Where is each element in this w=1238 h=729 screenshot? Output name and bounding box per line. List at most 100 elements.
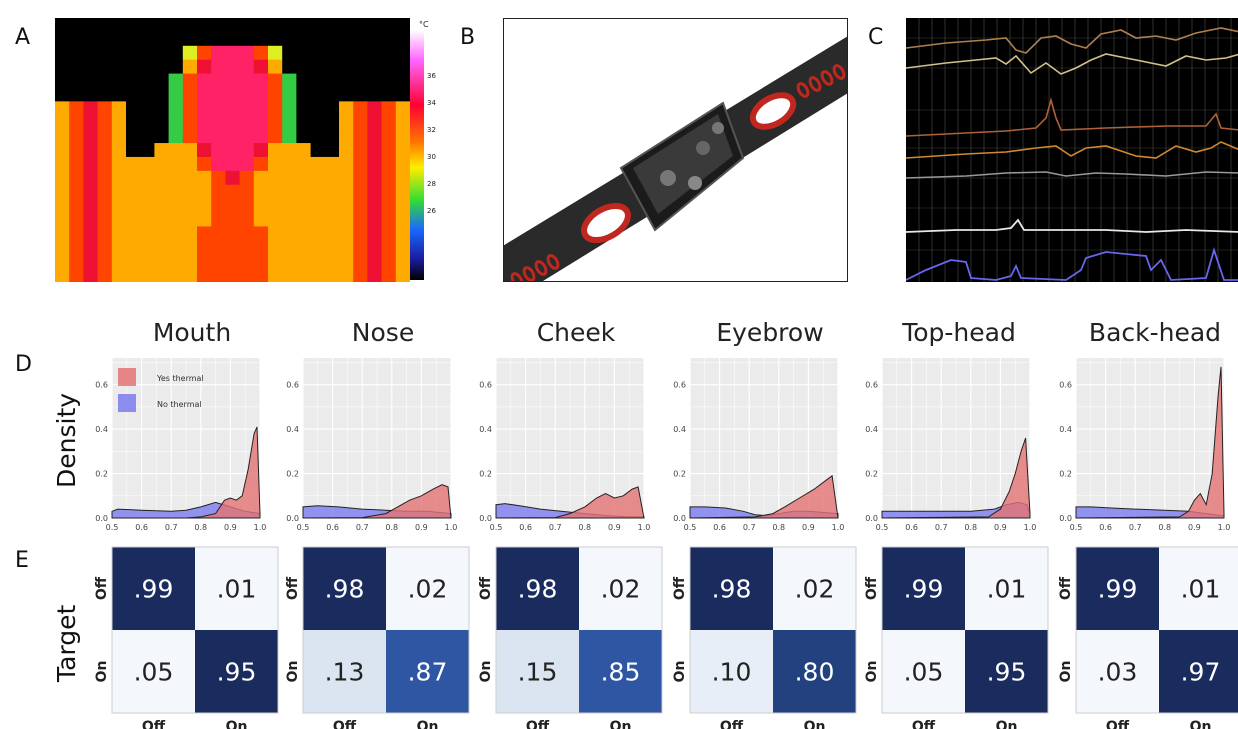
x-tick-label: 0.7 (549, 523, 562, 532)
cm-col-label: On (226, 719, 248, 729)
device-photo (503, 18, 848, 282)
cm-cell-value: .99 (1098, 575, 1138, 604)
cm-cell-value: .01 (987, 575, 1027, 604)
x-tick-label: 0.6 (1099, 523, 1112, 532)
signal-traces (906, 18, 1238, 282)
x-tick-label: 0.7 (165, 523, 178, 532)
y-tick-label: 0.2 (479, 470, 492, 479)
x-tick-label: 0.7 (935, 523, 948, 532)
x-tick-label: 0.8 (578, 523, 591, 532)
x-tick-label: 1.0 (1024, 523, 1037, 532)
y-tick-label: 0.0 (479, 514, 492, 523)
y-tick-label: 0.2 (865, 470, 878, 479)
cm-cell-value: .95 (987, 658, 1027, 687)
density-yes-thermal (689, 474, 839, 519)
x-tick-label: 0.8 (385, 523, 398, 532)
density-yes-thermal (112, 426, 261, 519)
x-tick-label: 0.6 (326, 523, 339, 532)
y-tick-label: 0.0 (95, 514, 108, 523)
cm-cell-value: .85 (601, 658, 641, 687)
cm-cell-value: .02 (408, 575, 448, 604)
x-tick-label: 0.8 (964, 523, 977, 532)
x-tick-label: 0.5 (1070, 523, 1083, 532)
cm-cell-value: .98 (325, 575, 365, 604)
colorbar-tick-label: 34 (427, 99, 436, 107)
x-tick-label: 0.6 (519, 523, 532, 532)
cm-cell-value: .15 (518, 658, 558, 687)
cm-cell-value: .98 (518, 575, 558, 604)
legend-label: Yes thermal (156, 374, 204, 383)
density-panel: 0.0 0.2 0.4 0.6 0.5 0.6 0.7 0.8 0.9 1.0 (865, 358, 1036, 532)
cm-cell-value: .99 (904, 575, 944, 604)
cm-cell-value: .05 (134, 658, 174, 687)
cm-cell (496, 630, 579, 713)
legend-swatch (118, 394, 136, 412)
confusion-matrix: .98 .02 .10 .80 Off On Off On (672, 546, 857, 729)
cm-cell (965, 547, 1048, 630)
y-tick-label: 0.6 (865, 381, 878, 390)
x-tick-label: 0.7 (356, 523, 369, 532)
x-tick-label: 0.9 (224, 523, 237, 532)
cm-cell (386, 630, 469, 713)
x-tick-label: 0.9 (608, 523, 621, 532)
y-tick-label: 0.4 (673, 425, 686, 434)
density-title-eyebrow: Eyebrow (716, 318, 824, 347)
cm-cell-value: .01 (1181, 575, 1221, 604)
cm-cell (496, 547, 579, 630)
cm-cell (1159, 547, 1238, 630)
density-title-back-head: Back-head (1088, 318, 1222, 347)
cm-cell (195, 630, 278, 713)
cm-cell-value: .03 (1098, 658, 1138, 687)
x-tick-label: 0.7 (1129, 523, 1142, 532)
cm-cell-value: .02 (795, 575, 835, 604)
cm-row-label: On (94, 661, 110, 683)
cm-cell-value: .80 (795, 658, 835, 687)
x-tick-label: 0.8 (772, 523, 785, 532)
y-tick-label: 0.4 (865, 425, 878, 434)
confusion-matrix: .98 .02 .13 .87 Off On Off On (285, 546, 470, 729)
y-tick-label: 0.0 (865, 514, 878, 523)
cm-cell (690, 547, 773, 630)
cm-cell-value: .10 (712, 658, 752, 687)
cm-col-label: Off (1106, 719, 1130, 729)
density-title-top-head: Top-head (902, 318, 1016, 347)
confusion-matrix: .99 .01 .05 .95 Off On Off On (864, 546, 1049, 729)
cm-row-label: On (285, 661, 301, 683)
cm-cell (690, 630, 773, 713)
cm-cell (1076, 547, 1159, 630)
y-tick-label: 0.4 (286, 425, 299, 434)
colorbar-tick-label: 30 (427, 153, 436, 161)
density-title-nose: Nose (351, 318, 415, 347)
cm-cell-value: .87 (408, 658, 448, 687)
cm-cell-value: .95 (217, 658, 257, 687)
cm-cell (112, 630, 195, 713)
y-tick-label: 0.6 (1059, 381, 1072, 390)
cm-cell-value: .13 (325, 658, 365, 687)
y-tick-label: 0.6 (479, 381, 492, 390)
confusion-matrices: .99 .01 .05 .95 Off On Off On .98 .02 .13 .87 Off On O… (94, 546, 1238, 729)
cm-row-label: Off (1058, 576, 1074, 600)
cm-col-label: On (996, 719, 1018, 729)
cm-col-label: On (610, 719, 632, 729)
density-panel: 0.0 0.2 0.4 0.6 0.5 0.6 0.7 0.8 0.9 1.0 (1059, 358, 1230, 532)
density-title-cheek: Cheek (536, 318, 616, 347)
cm-cell (1159, 630, 1238, 713)
x-tick-label: 0.5 (297, 523, 310, 532)
thermal-colorbar (410, 30, 424, 280)
y-tick-label: 0.4 (479, 425, 492, 434)
cm-cell-value: .99 (134, 575, 174, 604)
cm-col-label: Off (912, 719, 936, 729)
panel-label-d: D (15, 352, 32, 377)
x-tick-label: 0.5 (684, 523, 697, 532)
cm-row-label: On (864, 661, 880, 683)
y-tick-label: 0.6 (286, 381, 299, 390)
cm-col-label: Off (333, 719, 357, 729)
y-tick-label: 0.0 (286, 514, 299, 523)
cm-row-label: Off (478, 576, 494, 600)
x-tick-label: 0.6 (905, 523, 918, 532)
density-charts: 0.0 0.2 0.4 0.6 0.5 0.6 0.7 0.8 0.9 1.0 Yes therma… (95, 358, 1230, 532)
cm-row-label: Off (864, 576, 880, 600)
cm-row-label: Off (94, 576, 110, 600)
colorbar-tick-label: 28 (427, 180, 436, 188)
y-tick-label: 0.0 (673, 514, 686, 523)
